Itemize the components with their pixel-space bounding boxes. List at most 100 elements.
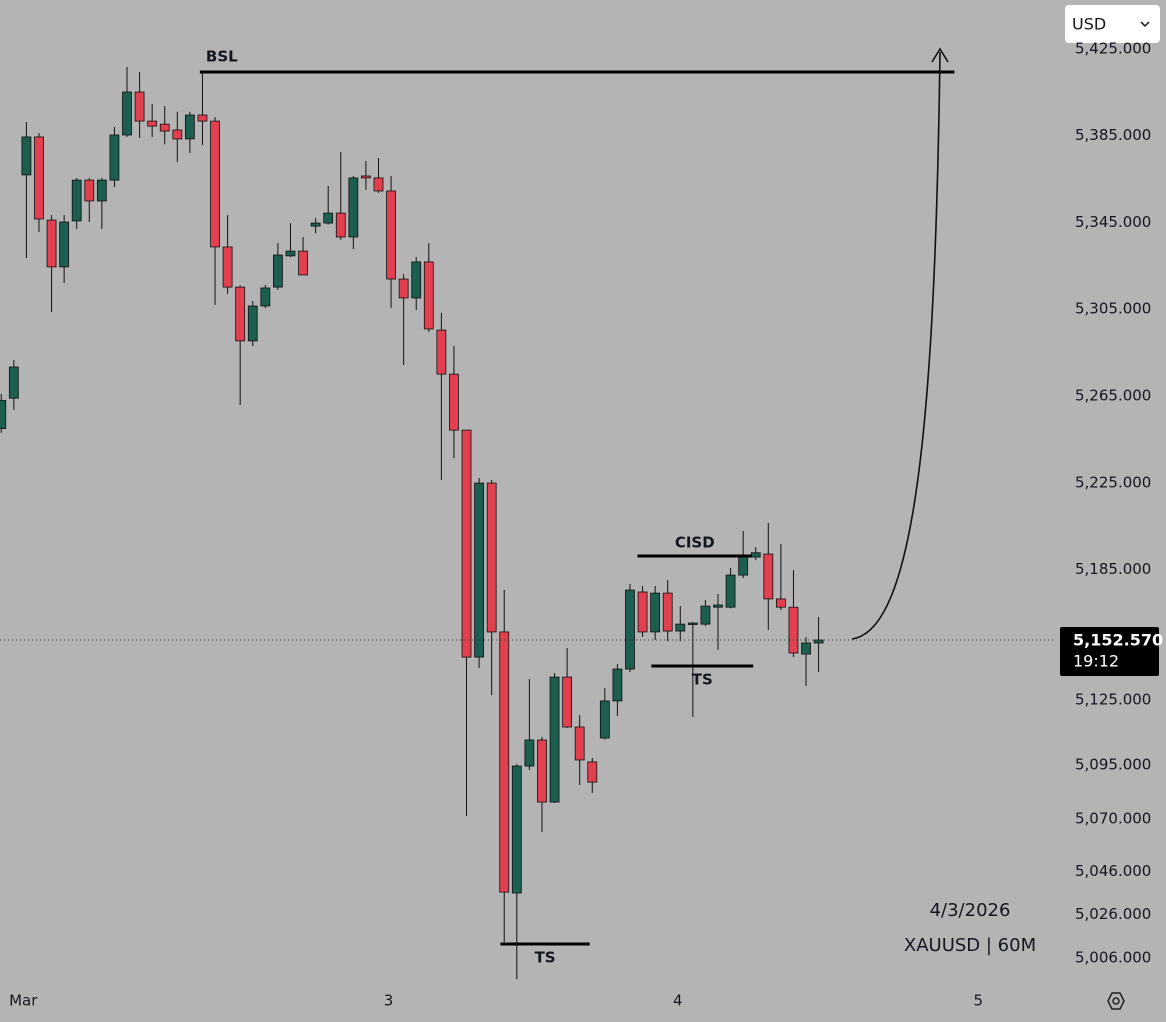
candle-body xyxy=(335,212,346,238)
y-tick-label: 5,026.000 xyxy=(1075,905,1151,923)
symbol-label: XAUUSD | 60M xyxy=(904,935,1036,956)
candle-body xyxy=(235,286,246,342)
candle-body xyxy=(511,765,522,894)
candle-body xyxy=(285,250,296,257)
candle-body xyxy=(197,114,208,122)
x-tick-label: 4 xyxy=(673,992,683,1010)
candle-body xyxy=(775,598,786,608)
plot xyxy=(0,67,1055,980)
candle-body xyxy=(423,261,434,330)
candle-body xyxy=(599,700,610,739)
candle-body xyxy=(386,190,396,280)
candle-body xyxy=(574,726,585,761)
date-label: 4/3/2026 xyxy=(930,900,1011,921)
select-box[interactable] xyxy=(1065,5,1160,43)
candle-body xyxy=(398,278,409,299)
candle-body xyxy=(411,261,422,299)
candle-body xyxy=(172,129,183,140)
y-tick-label: 5,265.000 xyxy=(1075,387,1151,405)
candle-body xyxy=(637,591,648,633)
candle-body xyxy=(562,676,573,728)
chevron[interactable] xyxy=(1140,21,1150,28)
y-tick-label: 5,305.000 xyxy=(1075,300,1151,318)
y-tick-label: 5,125.000 xyxy=(1075,690,1151,708)
x-tick-label: 5 xyxy=(974,992,984,1010)
currency-label[interactable]: USD xyxy=(1072,15,1106,34)
candle-body xyxy=(373,177,384,192)
candle-body xyxy=(222,246,233,288)
candle-body xyxy=(549,676,560,803)
candle-body xyxy=(813,639,824,644)
projection-arrow xyxy=(851,51,941,640)
candle-body xyxy=(46,219,57,268)
candle-body xyxy=(21,136,32,176)
candle-body xyxy=(474,482,484,658)
candle-body xyxy=(8,366,19,399)
candle-body xyxy=(436,329,447,375)
candle-body xyxy=(801,642,811,655)
arrow-head xyxy=(931,47,949,63)
candle-body xyxy=(184,114,195,140)
candle-body xyxy=(499,631,510,893)
candle-body xyxy=(587,761,598,783)
candle-body xyxy=(59,221,70,268)
x-tick-label: Mar xyxy=(9,992,38,1010)
y-tick-label: 5,185.000 xyxy=(1075,560,1151,578)
level-label: TS xyxy=(535,948,556,966)
y-tick-label: 5,345.000 xyxy=(1075,213,1151,231)
candle-body xyxy=(122,91,132,136)
candle-body xyxy=(247,305,258,342)
candle-body xyxy=(34,136,44,220)
candle-body xyxy=(260,287,271,307)
candle-body xyxy=(449,373,459,431)
candle-body xyxy=(298,250,308,276)
candle-body xyxy=(713,604,723,608)
level-label: BSL xyxy=(206,48,238,66)
candle-body xyxy=(159,123,170,132)
candle-body xyxy=(650,592,661,633)
y-tick-label: 5,095.000 xyxy=(1075,755,1151,773)
candle-body xyxy=(210,120,220,248)
candle-body xyxy=(348,177,359,238)
candle-body xyxy=(323,212,334,224)
candle-body xyxy=(612,668,623,702)
last-price-label: 5,152.570 xyxy=(1073,631,1163,650)
settings-icon[interactable] xyxy=(1107,992,1125,1010)
level-label: CISD xyxy=(675,533,715,551)
candle-body xyxy=(725,574,736,608)
candle-body xyxy=(486,482,497,633)
candle-body xyxy=(675,623,686,632)
level-label: TS xyxy=(692,670,713,688)
candle-body xyxy=(310,222,321,227)
candle-body xyxy=(71,179,82,222)
countdown-label: 19:12 xyxy=(1073,652,1119,671)
y-tick-label: 5,006.000 xyxy=(1075,949,1151,967)
candle-body xyxy=(461,429,472,658)
candle-body xyxy=(537,739,547,803)
candle-body xyxy=(738,555,749,576)
currency-select[interactable]: USD xyxy=(1065,5,1160,43)
candle-body xyxy=(700,605,711,625)
candle-body xyxy=(788,606,799,654)
y-tick-label: 5,046.000 xyxy=(1075,862,1151,880)
candle-body xyxy=(134,91,145,122)
candle-body xyxy=(0,399,7,429)
candle-body xyxy=(361,175,371,179)
y-tick-label: 5,225.000 xyxy=(1075,473,1151,491)
candle-body xyxy=(763,553,774,600)
candle-body xyxy=(109,134,120,181)
candle-body xyxy=(84,179,95,202)
candle-body xyxy=(524,739,535,767)
x-tick-label: 3 xyxy=(384,992,394,1010)
candle-body xyxy=(96,179,107,202)
settings-icon-center[interactable] xyxy=(1112,997,1120,1005)
candle-body xyxy=(272,254,283,288)
y-tick-label: 5,385.000 xyxy=(1075,126,1151,144)
candle-body xyxy=(662,592,673,632)
y-tick-label: 5,425.000 xyxy=(1075,39,1151,57)
last-price-box xyxy=(1060,627,1159,677)
candle-body xyxy=(147,120,158,127)
candle-body xyxy=(687,622,698,625)
